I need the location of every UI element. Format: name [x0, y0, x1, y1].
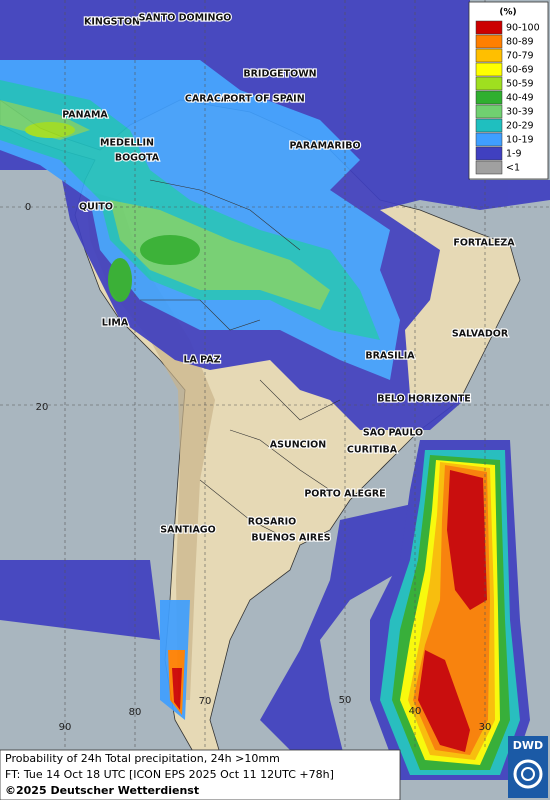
city-label: SANTIAGO [160, 525, 215, 536]
logo-icon [521, 767, 535, 781]
legend-label: 90-100 [506, 23, 540, 34]
city-label: BELO HORIZONTE [377, 394, 471, 405]
map-shape [172, 668, 182, 710]
graticule [0, 0, 550, 750]
legend-swatch [475, 62, 503, 77]
lat-label: 20 [36, 402, 49, 413]
legend-swatch [475, 20, 503, 35]
legend-swatch [475, 90, 503, 105]
legend-label: 40-49 [506, 93, 534, 104]
legend-label: 80-89 [506, 37, 534, 48]
legend-label: 50-59 [506, 79, 534, 90]
city-label: PARAMARIBO [289, 141, 360, 152]
lon-label: 40 [409, 706, 422, 717]
city-label: FORTALEZA [453, 238, 515, 249]
legend-label: 1-9 [506, 149, 522, 160]
city-label: PORT OF SPAIN [223, 94, 304, 105]
city-label: SAO PAULO [363, 428, 423, 439]
legend-label: 10-19 [506, 135, 534, 146]
city-label: BRIDGETOWN [243, 69, 316, 80]
map-shape [418, 470, 487, 752]
legend-swatch [475, 132, 503, 147]
legend-label: 20-29 [506, 121, 534, 132]
legend-label: 70-79 [506, 51, 534, 62]
footer-copyright: ©2025 Deutscher Wetterdienst [5, 784, 199, 797]
city-label: BOGOTA [115, 153, 160, 164]
logo-icon [513, 759, 543, 789]
lon-label: 30 [479, 722, 492, 733]
city-label: CARACAS [185, 94, 235, 105]
andes [85, 190, 215, 700]
legend-swatch [475, 48, 503, 63]
lon-label: 70 [199, 696, 212, 707]
city-label: BRASILIA [365, 351, 415, 362]
city-label: QUITO [79, 202, 113, 213]
legend-swatch [475, 146, 503, 161]
legend-swatch [475, 160, 503, 175]
borders [140, 179, 341, 541]
legend-label: <1 [506, 163, 520, 174]
city-label: ROSARIO [248, 517, 297, 528]
legend-unit: (%) [499, 8, 516, 18]
lon-label: 50 [339, 695, 352, 706]
legend-swatch [475, 118, 503, 133]
city-label: ASUNCION [270, 440, 326, 451]
map-shape [0, 100, 330, 310]
map-shape [25, 122, 75, 138]
footer-line: Probability of 24h Total precipitation, … [5, 752, 280, 765]
legend-label: 30-39 [506, 107, 534, 118]
lon-label: 90 [59, 722, 72, 733]
legend-swatch [475, 76, 503, 91]
legend-swatch [475, 34, 503, 49]
lat-label: 0 [25, 202, 31, 213]
city-label: BUENOS AIRES [251, 533, 330, 544]
city-label: PORTO ALEGRE [304, 489, 385, 500]
map-shape [140, 235, 200, 265]
city-label: CURITIBA [347, 445, 398, 456]
precipitation [0, 0, 550, 780]
city-label: KINGSTON [84, 17, 140, 28]
logo-text: DWD [513, 739, 543, 752]
legend-swatch [475, 104, 503, 119]
map-shape [0, 500, 430, 760]
city-label: SALVADOR [452, 329, 509, 340]
legend: (%) 90-100 80-89 70-79 60-69 50-59 40-49 30-39… [468, 1, 549, 180]
city-label: SANTO DOMINGO [139, 13, 232, 24]
lon-label: 80 [129, 707, 142, 718]
legend-label: 60-69 [506, 65, 534, 76]
footer-line: FT: Tue 14 Oct 18 UTC [ICON EPS 2025 Oct… [5, 768, 334, 781]
city-label: LA PAZ [183, 355, 220, 366]
city-label: LIMA [102, 318, 129, 329]
city-label: MEDELLIN [100, 138, 154, 149]
city-label: PANAMA [62, 110, 108, 121]
map-shape [108, 258, 132, 302]
